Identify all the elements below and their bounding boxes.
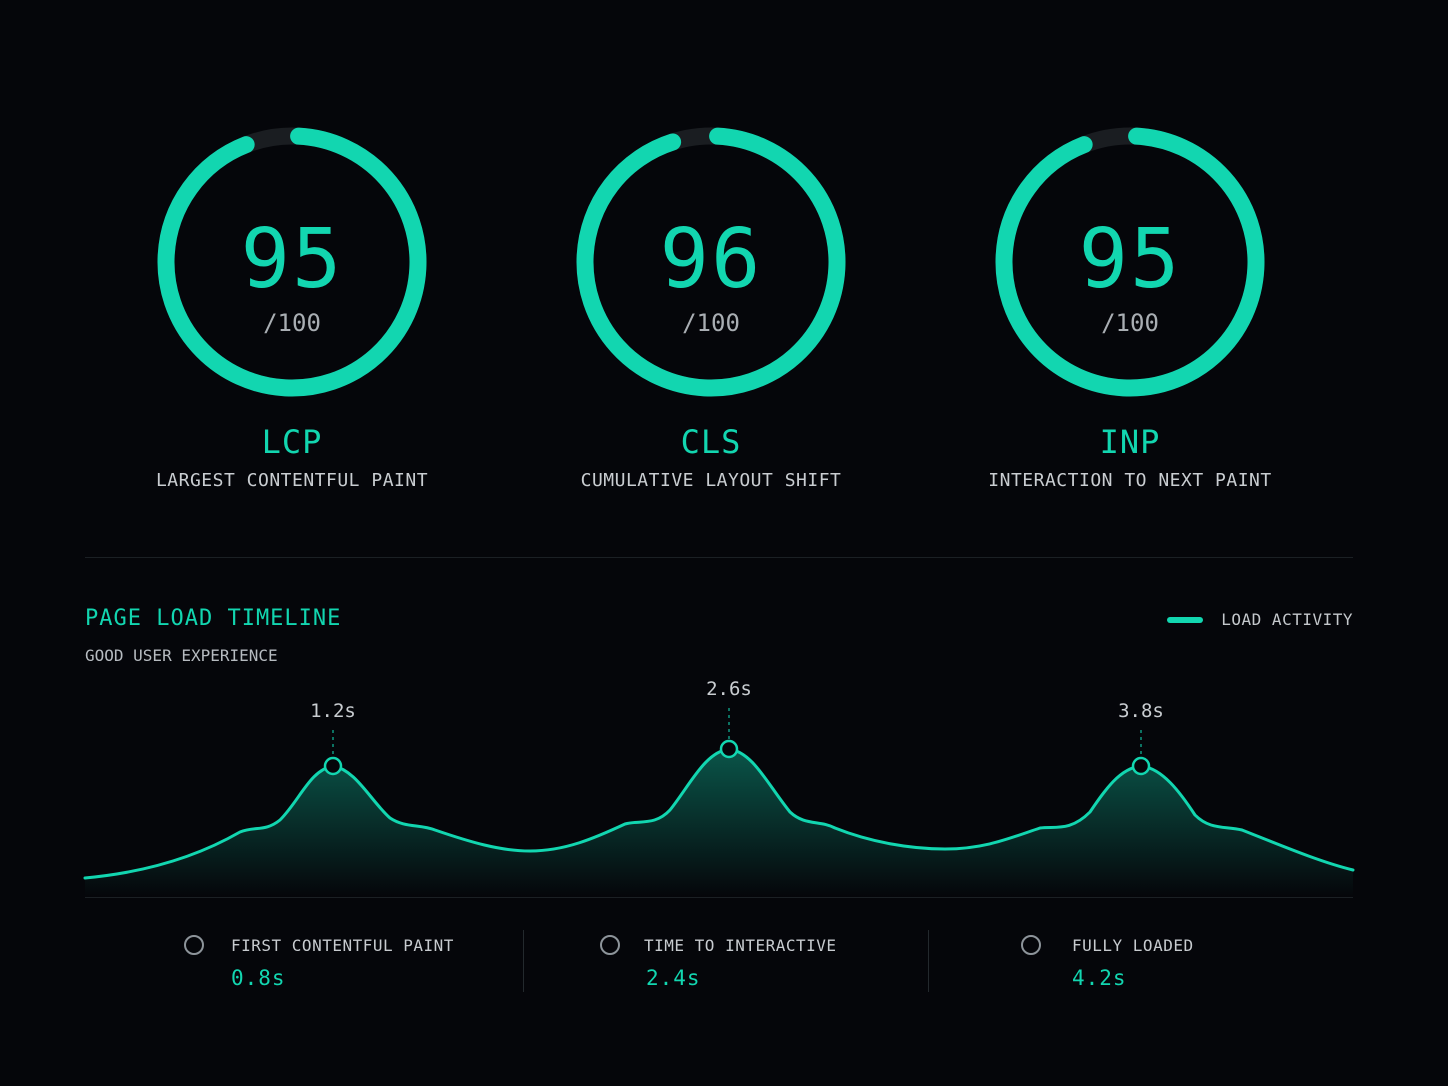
gauge-denominator: /100 xyxy=(682,309,740,337)
metric-full-name: INTERACTION TO NEXT PAINT xyxy=(988,470,1272,491)
metric-abbreviation: LCP xyxy=(261,423,323,461)
peak-marker xyxy=(1131,756,1151,776)
legend-label: LOAD ACTIVITY xyxy=(1221,610,1353,629)
timeline-title: PAGE LOAD TIMELINE xyxy=(85,606,342,631)
gauge-score: 96 xyxy=(659,212,763,307)
gauge-ring xyxy=(995,127,1265,397)
gauge-cls: 96 /100 CLS CUMULATIVE LAYOUT SHIFT xyxy=(501,0,921,520)
gauge-score: 95 xyxy=(240,212,344,307)
stat-value: 2.4s xyxy=(646,966,701,990)
stat-value: 4.2s xyxy=(1072,966,1127,990)
score-gauges: 95 /100 LCP LARGEST CONTENTFUL PAINT 96 … xyxy=(0,0,1448,520)
metric-abbreviation: CLS xyxy=(680,423,742,461)
stat-label: FULLY LOADED xyxy=(1072,936,1194,955)
chart-legend: LOAD ACTIVITY xyxy=(1167,608,1353,632)
peak-marker xyxy=(719,739,739,759)
section-divider xyxy=(85,557,1353,558)
metric-abbreviation: INP xyxy=(1099,423,1161,461)
gauge-score: 95 xyxy=(1078,212,1182,307)
gauge-lcp: 95 /100 LCP LARGEST CONTENTFUL PAINT xyxy=(82,0,502,520)
circle-outline-icon xyxy=(600,935,620,955)
stat-label: TIME TO INTERACTIVE xyxy=(644,936,837,955)
load-stats: FIRST CONTENTFUL PAINT 0.8s TIME TO INTE… xyxy=(0,920,1448,1010)
gauge-inp: 95 /100 INP INTERACTION TO NEXT PAINT xyxy=(920,0,1340,520)
gauge-progress-arc xyxy=(995,127,1265,397)
peak-marker xyxy=(323,756,343,776)
peak-label: 2.6s xyxy=(706,678,752,700)
stat-label: FIRST CONTENTFUL PAINT xyxy=(231,936,454,955)
circle-outline-icon xyxy=(184,935,204,955)
stat-separator xyxy=(523,930,524,992)
metric-full-name: CUMULATIVE LAYOUT SHIFT xyxy=(580,470,842,491)
gauge-denominator: /100 xyxy=(1101,309,1159,337)
stat-separator xyxy=(928,930,929,992)
metric-full-name: LARGEST CONTENTFUL PAINT xyxy=(155,470,429,491)
gauge-progress-arc xyxy=(157,127,427,397)
chart-baseline xyxy=(85,897,1353,898)
gauge-denominator: /100 xyxy=(263,309,321,337)
load-activity-area xyxy=(85,749,1353,897)
stat-value: 0.8s xyxy=(231,966,286,990)
peak-label: 1.2s xyxy=(310,700,356,722)
gauge-ring xyxy=(576,127,846,397)
gauge-progress-arc xyxy=(576,127,846,397)
legend-swatch xyxy=(1167,617,1204,623)
gauge-ring xyxy=(157,127,427,397)
circle-outline-icon xyxy=(1021,935,1041,955)
peak-label: 3.8s xyxy=(1118,700,1164,722)
timeline-subtitle: GOOD USER EXPERIENCE xyxy=(85,646,278,665)
